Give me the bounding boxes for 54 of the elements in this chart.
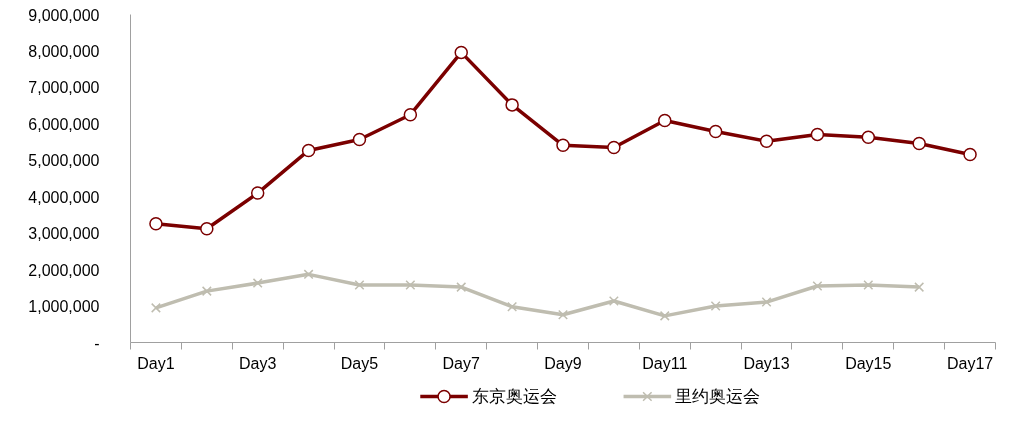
y-tick-label: 4,000,000 xyxy=(28,188,100,206)
y-tick-label: 2,000,000 xyxy=(28,261,100,279)
point xyxy=(963,147,977,162)
x-tick-label: Day9 xyxy=(544,354,582,372)
point xyxy=(150,302,161,313)
point xyxy=(252,278,263,289)
y-tick-label: 8,000,000 xyxy=(28,42,100,60)
y-tick-label: 3,000,000 xyxy=(28,225,100,243)
y-tick-label: 1,000,000 xyxy=(28,298,100,316)
point xyxy=(505,98,519,112)
x-tick-label: Day17 xyxy=(946,354,994,372)
point xyxy=(556,138,570,153)
point xyxy=(608,295,619,306)
y-tick-label: 6,000,000 xyxy=(28,115,100,133)
point xyxy=(149,216,163,231)
point xyxy=(658,113,672,128)
point xyxy=(456,282,467,293)
point xyxy=(861,130,876,145)
point xyxy=(403,107,418,122)
x-tick-label: Day5 xyxy=(340,354,379,372)
point xyxy=(352,132,367,147)
point xyxy=(659,310,670,321)
y-tick-label: 9,000,000 xyxy=(28,6,100,24)
legend-label: 里约奥运会 xyxy=(675,387,761,406)
point xyxy=(863,279,874,290)
point xyxy=(812,281,823,291)
legend-label: 东京奥运会 xyxy=(472,387,558,406)
point xyxy=(912,136,926,151)
point xyxy=(810,127,825,142)
y-tick-label: 5,000,000 xyxy=(28,152,100,170)
x-tick-label: Day7 xyxy=(442,354,481,372)
point xyxy=(454,45,468,60)
point xyxy=(250,186,265,200)
point xyxy=(607,140,621,155)
point xyxy=(200,222,214,236)
point xyxy=(405,279,416,290)
x-tick-label: Day1 xyxy=(137,354,175,372)
point xyxy=(558,309,568,320)
point xyxy=(301,143,316,158)
x-tick-label: Day15 xyxy=(845,354,892,372)
x-tick-label: Day3 xyxy=(239,354,277,372)
point xyxy=(201,286,212,297)
y-tick-label: - xyxy=(94,334,100,352)
point xyxy=(354,279,365,290)
point xyxy=(710,301,721,312)
point xyxy=(914,282,925,293)
point xyxy=(761,297,772,308)
point xyxy=(708,124,723,139)
point xyxy=(303,269,314,280)
x-tick-label: Day13 xyxy=(743,354,790,372)
point xyxy=(759,134,774,149)
x-tick-label: Day11 xyxy=(642,354,688,372)
point xyxy=(507,301,518,312)
y-tick-label: 7,000,000 xyxy=(28,79,100,97)
